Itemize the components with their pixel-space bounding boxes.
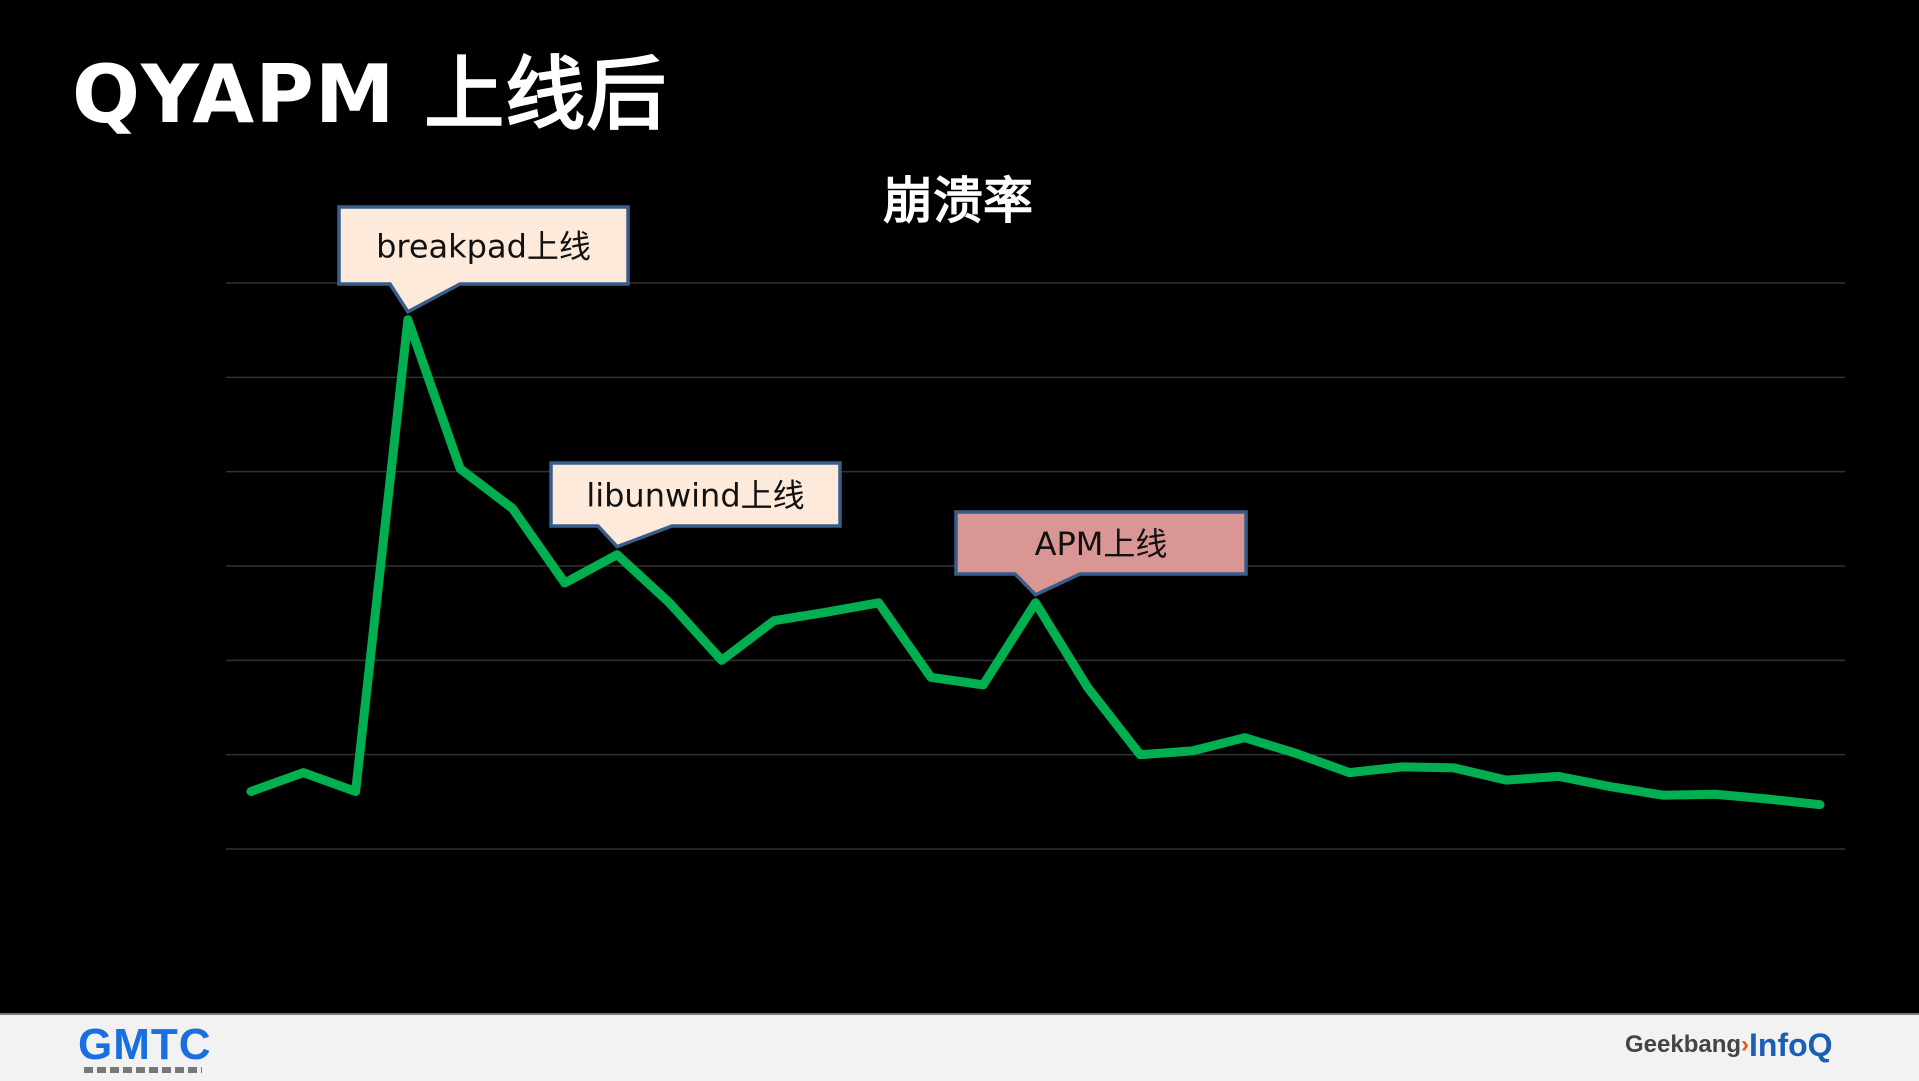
- callout-1: breakpad上线: [339, 207, 628, 312]
- callout-3: APM上线: [956, 512, 1246, 595]
- gmtc-logo-subtitle: [84, 1067, 202, 1073]
- callout-label: APM上线: [1035, 525, 1168, 563]
- callout-label: libunwind上线: [586, 477, 804, 515]
- callout-2: libunwind上线: [551, 463, 840, 547]
- infoq-logo: InfoQ: [1749, 1027, 1833, 1064]
- geekbang-logo-text: Geekbang: [1625, 1031, 1741, 1058]
- geekbang-logo: Geekbang›: [1625, 1031, 1749, 1059]
- footer: GMTC Geekbang› InfoQ: [0, 1013, 1919, 1081]
- gmtc-logo: GMTC: [78, 1023, 212, 1067]
- chart-title: 崩溃率: [883, 172, 1033, 230]
- crash-rate-chart: 崩溃率 breakpad上线 libunwind上线 APM上线: [0, 0, 1919, 1013]
- callout-label: breakpad上线: [376, 228, 591, 266]
